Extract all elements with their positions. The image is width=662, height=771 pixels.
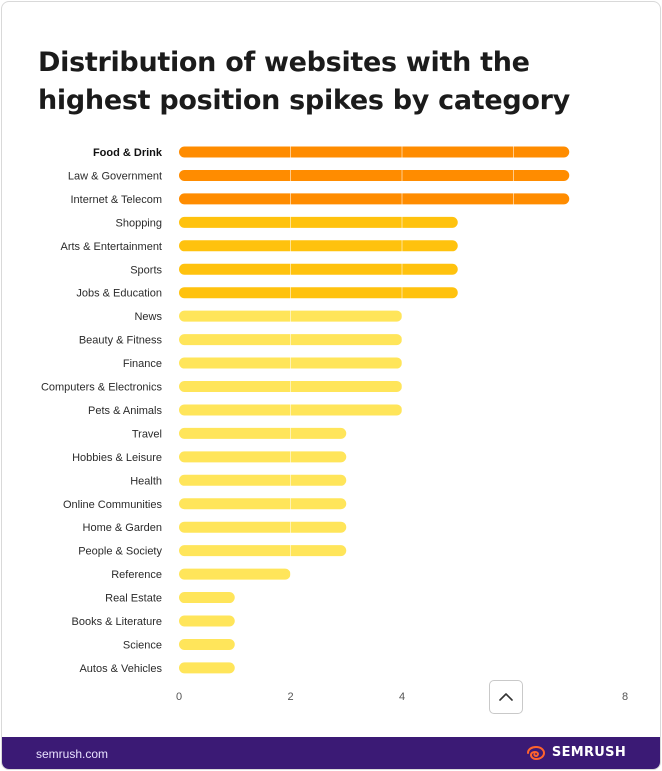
footer-url: semrush.com [36,747,109,761]
category-label: Books & Literature [72,616,163,628]
bar [179,545,347,557]
category-label: Law & Government [68,170,162,182]
category-label: Home & Garden [83,522,162,534]
bar [179,193,570,205]
x-tick-label: 8 [622,691,628,703]
brand-name: SEMRUSH [551,745,626,760]
category-label: Sports [130,264,162,276]
x-tick-label: 4 [399,691,405,703]
bar [179,615,235,627]
category-label: Real Estate [105,593,162,605]
bar [179,521,347,533]
x-tick-label: 0 [176,691,182,703]
bar [179,451,347,463]
bar [179,662,235,674]
bar [179,146,570,158]
category-label: Online Communities [63,499,163,511]
bar [179,216,458,228]
category-label: Finance [123,358,162,370]
bar [179,240,458,252]
bar [179,474,347,486]
brand-logo: SEMRUSH [526,745,626,760]
category-label: Arts & Entertainment [61,241,163,253]
footer-bar: semrush.com SEMRUSH [2,737,660,769]
bar [179,263,458,275]
bar [179,427,347,439]
category-label: Autos & Vehicles [79,663,162,675]
x-tick-label: 2 [287,691,293,703]
category-label: Hobbies & Leisure [72,452,162,464]
category-label: Food & Drink [93,147,163,159]
category-label: Pets & Animals [88,405,162,417]
bar [179,287,458,299]
category-label: Jobs & Education [76,288,162,300]
bar [179,498,347,510]
semrush-flame-icon [526,745,545,760]
bar [179,638,235,650]
scroll-to-top-button[interactable] [489,680,523,714]
category-label: Shopping [116,217,163,229]
chart-title: Distribution of websites with the highes… [38,47,570,116]
category-label: Computers & Electronics [41,382,163,394]
bar [179,592,235,604]
bar [179,568,291,580]
category-label: People & Society [78,546,162,558]
bar-chart: Food & Drink Law & Government Internet & T… [41,144,628,703]
category-label: News [134,311,162,323]
category-label: Travel [132,428,162,440]
category-label: Reference [111,569,162,581]
category-label: Health [130,475,162,487]
category-label: Science [123,639,162,651]
chevron-up-icon [499,693,513,701]
category-label: Internet & Telecom [70,194,162,206]
category-label: Beauty & Fitness [79,335,163,347]
bar [179,169,570,181]
